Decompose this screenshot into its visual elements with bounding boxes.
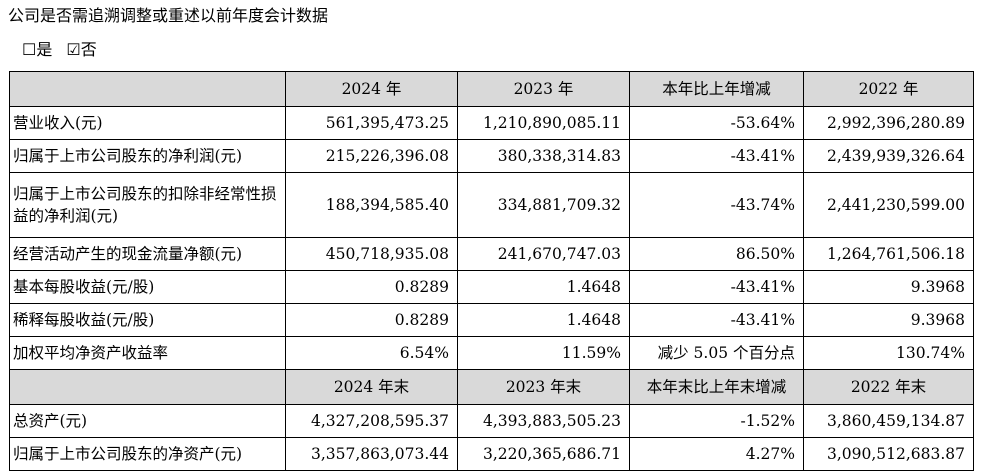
header-2024-year-end: 2024 年末 xyxy=(285,369,458,405)
cell-value: 215,226,396.08 xyxy=(285,139,458,173)
cell-value: 9.3968 xyxy=(803,303,974,337)
header-2022-year-end: 2022 年末 xyxy=(803,369,974,405)
header-2024: 2024 年 xyxy=(285,71,458,107)
header-2023-year-end: 2023 年末 xyxy=(457,369,630,405)
table-row: 归属于上市公司股东的净利润(元) 215,226,396.08 380,338,… xyxy=(9,139,974,173)
row-label: 加权平均净资产收益率 xyxy=(9,336,286,370)
table-row: 经营活动产生的现金流量净额(元) 450,718,935.08 241,670,… xyxy=(9,237,974,271)
cell-value: 450,718,935.08 xyxy=(285,237,458,271)
cell-value: 130.74% xyxy=(803,336,974,370)
cell-value: -1.52% xyxy=(629,404,804,438)
cell-value: 1.4648 xyxy=(457,270,630,304)
header-yoy-change: 本年比上年增减 xyxy=(629,71,804,107)
key-financial-data-table: 2024 年 2023 年 本年比上年增减 2022 年 营业收入(元) 561… xyxy=(9,71,974,471)
table-header-row: 2024 年 2023 年 本年比上年增减 2022 年 xyxy=(9,71,974,107)
row-label: 稀释每股收益(元/股) xyxy=(9,303,286,337)
row-label: 总资产(元) xyxy=(9,404,286,438)
cell-value: -43.41% xyxy=(629,303,804,337)
table-row: 归属于上市公司股东的扣除非经常性损益的净利润(元) 188,394,585.40… xyxy=(9,172,974,238)
cell-value: 4.27% xyxy=(629,437,804,471)
header-year-end-change: 本年末比上年末增减 xyxy=(629,369,804,405)
cell-value: -43.41% xyxy=(629,270,804,304)
cell-value: 561,395,473.25 xyxy=(285,106,458,140)
cell-value: 2,441,230,599.00 xyxy=(803,172,974,238)
cell-value: 3,357,863,073.44 xyxy=(285,437,458,471)
choice-group: ☐是 ☑否 xyxy=(22,40,97,60)
cell-value: 3,220,365,686.71 xyxy=(457,437,630,471)
table-row: 加权平均净资产收益率 6.54% 11.59% 减少 5.05 个百分点 130… xyxy=(9,336,974,370)
row-label: 归属于上市公司股东的净资产(元) xyxy=(9,437,286,471)
cell-value: 6.54% xyxy=(285,336,458,370)
cell-value: -43.74% xyxy=(629,172,804,238)
row-label: 基本每股收益(元/股) xyxy=(9,270,286,304)
cell-value: 334,881,709.32 xyxy=(457,172,630,238)
cell-value: 4,393,883,505.23 xyxy=(457,404,630,438)
row-label: 归属于上市公司股东的净利润(元) xyxy=(9,139,286,173)
cell-value: 2,439,939,326.64 xyxy=(803,139,974,173)
table-row: 营业收入(元) 561,395,473.25 1,210,890,085.11 … xyxy=(9,106,974,140)
cell-value: 减少 5.05 个百分点 xyxy=(629,336,804,370)
header-2023: 2023 年 xyxy=(457,71,630,107)
disclosure-question: 公司是否需追溯调整或重述以前年度会计数据 xyxy=(8,6,329,25)
cell-value: 2,992,396,280.89 xyxy=(803,106,974,140)
cell-value: 11.59% xyxy=(457,336,630,370)
cell-value: 0.8289 xyxy=(285,270,458,304)
row-label: 归属于上市公司股东的扣除非经常性损益的净利润(元) xyxy=(9,172,286,238)
table-header-row: 2024 年末 2023 年末 本年末比上年末增减 2022 年末 xyxy=(9,369,974,405)
cell-value: -43.41% xyxy=(629,139,804,173)
cell-value: 3,090,512,683.87 xyxy=(803,437,974,471)
cell-value: 241,670,747.03 xyxy=(457,237,630,271)
cell-value: 4,327,208,595.37 xyxy=(285,404,458,438)
cell-value: 1,264,761,506.18 xyxy=(803,237,974,271)
cell-value: 86.50% xyxy=(629,237,804,271)
cell-value: 188,394,585.40 xyxy=(285,172,458,238)
header-2022: 2022 年 xyxy=(803,71,974,107)
cell-value: -53.64% xyxy=(629,106,804,140)
cell-value: 380,338,314.83 xyxy=(457,139,630,173)
cell-value: 1,210,890,085.11 xyxy=(457,106,630,140)
row-label: 经营活动产生的现金流量净额(元) xyxy=(9,237,286,271)
checkbox-checked-icon: ☑ xyxy=(66,40,81,59)
table-row: 总资产(元) 4,327,208,595.37 4,393,883,505.23… xyxy=(9,404,974,438)
row-label: 营业收入(元) xyxy=(9,106,286,140)
cell-value: 9.3968 xyxy=(803,270,974,304)
checkbox-unchecked-icon: ☐ xyxy=(22,40,37,59)
table-row: 稀释每股收益(元/股) 0.8289 1.4648 -43.41% 9.3968 xyxy=(9,303,974,337)
choice-yes-label: 是 xyxy=(36,40,53,59)
header-corner-cell xyxy=(9,71,286,107)
header-corner-cell xyxy=(9,369,286,405)
cell-value: 0.8289 xyxy=(285,303,458,337)
table-row: 归属于上市公司股东的净资产(元) 3,357,863,073.44 3,220,… xyxy=(9,437,974,471)
choice-no-label: 否 xyxy=(80,40,97,59)
cell-value: 3,860,459,134.87 xyxy=(803,404,974,438)
table-row: 基本每股收益(元/股) 0.8289 1.4648 -43.41% 9.3968 xyxy=(9,270,974,304)
cell-value: 1.4648 xyxy=(457,303,630,337)
